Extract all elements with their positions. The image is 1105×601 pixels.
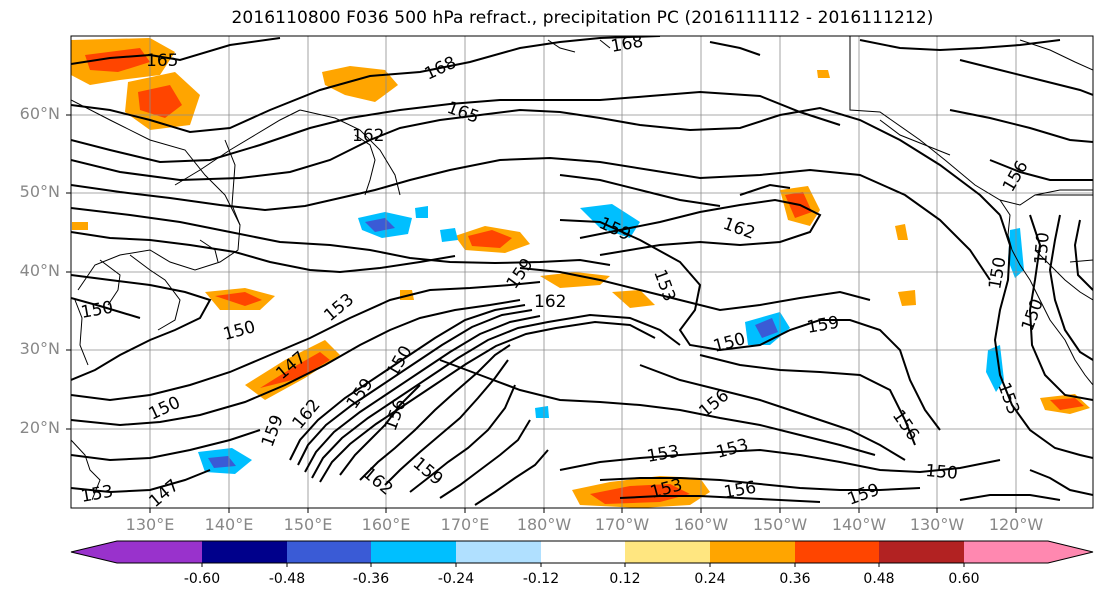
lat-label: 30°N xyxy=(19,339,60,358)
colorbar-tick-label: -0.60 xyxy=(183,571,221,587)
colorbar-segment xyxy=(964,541,1093,563)
lon-label: 120°W xyxy=(988,515,1044,534)
lon-label: 140°E xyxy=(204,515,254,534)
precip-patch xyxy=(415,206,428,218)
colorbar-tick-label: -0.36 xyxy=(352,571,390,587)
precip-patch xyxy=(590,484,690,504)
precip-patch xyxy=(85,48,150,72)
precip-patch xyxy=(540,272,610,288)
precip-patch xyxy=(895,224,908,240)
contour-label: 165 xyxy=(146,51,178,71)
lat-label: 40°N xyxy=(19,261,60,280)
colorbar-segment xyxy=(71,541,202,563)
lat-label: 50°N xyxy=(19,182,60,201)
lon-label: 180°W xyxy=(516,515,572,534)
precip-patch xyxy=(365,218,395,232)
lon-label: 140°W xyxy=(831,515,887,534)
lon-label: 170°E xyxy=(440,515,490,534)
colorbar-segment xyxy=(879,541,964,563)
lon-label: 130°E xyxy=(125,515,175,534)
colorbar-segment xyxy=(371,541,456,563)
lon-label: 160°W xyxy=(673,515,729,534)
lon-label: 160°E xyxy=(361,515,411,534)
colorbar-tick-label: 0.24 xyxy=(694,571,726,587)
lat-label: 20°N xyxy=(19,418,60,437)
colorbar-segment xyxy=(541,541,625,563)
colorbar-outline xyxy=(70,540,1094,564)
graticule xyxy=(71,36,1093,508)
colorbar-segment xyxy=(795,541,879,563)
colorbar-tick-label: -0.48 xyxy=(268,571,306,587)
precip-patch xyxy=(215,292,262,306)
axis-ticks xyxy=(66,114,1017,513)
contour-label: 162 xyxy=(352,126,384,146)
precip-patch xyxy=(440,228,458,242)
colorbar-segment xyxy=(287,541,371,563)
lon-label: 170°W xyxy=(594,515,650,534)
precip-patch xyxy=(260,352,330,388)
precip-patch xyxy=(1050,398,1084,410)
lon-label: 150°W xyxy=(752,515,808,534)
lon-label: 150°E xyxy=(283,515,333,534)
precip-patch xyxy=(612,290,655,308)
precip-patch xyxy=(755,318,778,338)
refractivity-contours xyxy=(71,36,1093,506)
precip-patch xyxy=(468,230,512,248)
contour-label: 150 xyxy=(1031,231,1054,265)
contour-label: 168 xyxy=(609,32,644,57)
colorbar xyxy=(70,540,1094,567)
precip-patch xyxy=(72,222,88,230)
precip-patch xyxy=(898,290,916,306)
contour-label: 150 xyxy=(925,461,959,484)
lat-label: 60°N xyxy=(19,104,60,123)
colorbar-tick-label: 0.36 xyxy=(779,571,811,587)
colorbar-segment xyxy=(710,541,795,563)
precip-patch xyxy=(986,345,1004,392)
precip-patch xyxy=(817,70,830,78)
lon-label: 130°W xyxy=(909,515,965,534)
contour-label: 162 xyxy=(534,292,566,312)
precip-patches xyxy=(71,38,1090,508)
colorbar-tick-label: 0.48 xyxy=(863,571,895,587)
colorbar-tick-label: -0.12 xyxy=(522,571,560,587)
colorbar-segment xyxy=(625,541,710,563)
colorbar-tick-label: 0.12 xyxy=(609,571,641,587)
precip-patch xyxy=(535,406,549,418)
map-title: 2016110800 F036 500 hPa refract., precip… xyxy=(231,8,934,28)
colorbar-segment xyxy=(456,541,541,563)
colorbar-tick-label: -0.24 xyxy=(437,571,475,587)
precip-patch xyxy=(138,85,182,118)
colorbar-tick-label: 0.60 xyxy=(948,571,980,587)
coastlines xyxy=(71,36,1093,501)
colorbar-segment xyxy=(202,541,287,563)
